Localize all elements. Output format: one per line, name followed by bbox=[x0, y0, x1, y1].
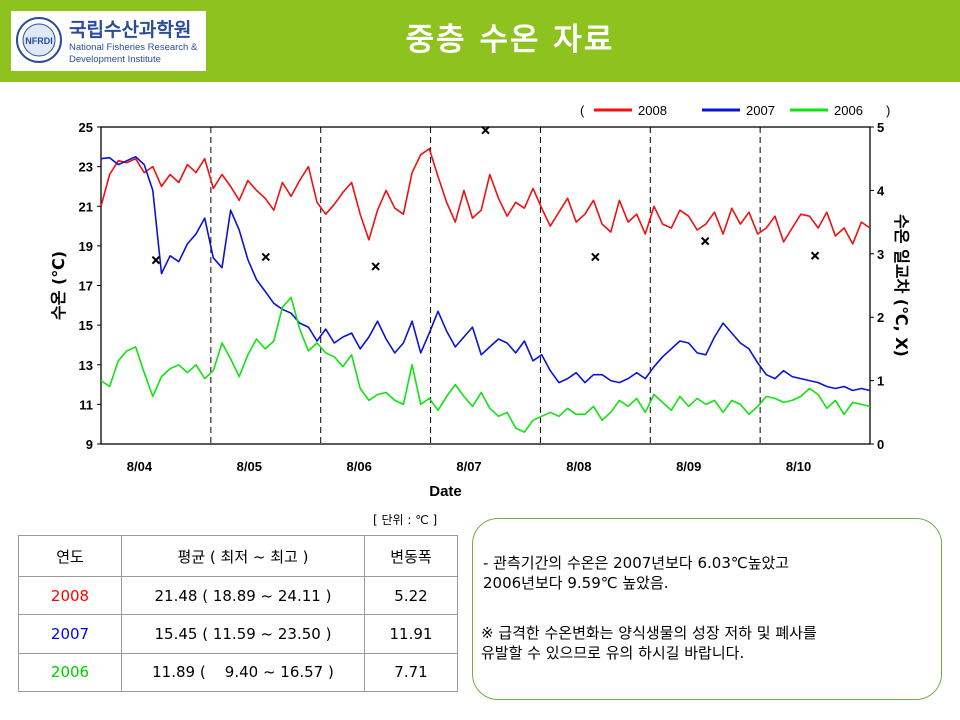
marker-stroke bbox=[810, 251, 820, 260]
stats-header-row: 연도 평균 ( 최저 ~ 최고 ) 변동폭 bbox=[18, 535, 458, 577]
header-average: 평균 ( 최저 ~ 최고 ) bbox=[121, 535, 365, 577]
institute-logo[interactable]: NFRDI 국립수산과학원 National Fisheries Researc… bbox=[11, 11, 206, 71]
right-tick-label: 5 bbox=[877, 120, 884, 135]
legend-label-2008: 2008 bbox=[638, 103, 667, 118]
row-range: 11.91 bbox=[364, 614, 458, 654]
notes-box: - 관측기간의 수온은 2007년보다 6.03℃높았고 2006년보다 9.5… bbox=[472, 518, 942, 700]
series-line-2008 bbox=[100, 148, 871, 245]
marker-stroke bbox=[701, 236, 710, 246]
header-range: 변동폭 bbox=[364, 535, 458, 577]
stats-table: 연도 평균 ( 최저 ~ 최고 ) 변동폭 2008 21.48 ( 18.89… bbox=[18, 535, 458, 693]
legend-label-2007: 2007 bbox=[746, 103, 775, 118]
x-tick-label: 8/06 bbox=[347, 459, 372, 474]
right-tick-label: 1 bbox=[877, 374, 884, 389]
x-axis-title: Date bbox=[429, 483, 462, 500]
daily-range-marker bbox=[261, 252, 270, 262]
x-tick-label: 8/05 bbox=[237, 459, 262, 474]
page-title: 중층 수온 자료 bbox=[405, 22, 615, 58]
header-year: 연도 bbox=[18, 535, 122, 577]
x-tick-label: 8/07 bbox=[456, 459, 481, 474]
daily-range-marker bbox=[371, 262, 380, 271]
left-tick-label: 17 bbox=[79, 279, 93, 294]
legend-close: ) bbox=[886, 103, 890, 118]
logo-english-line2: Development Institute bbox=[69, 54, 161, 65]
logo-korean-name: 국립수산과학원 bbox=[69, 19, 192, 41]
note-warning: ※ 급격한 수온변화는 양식생물의 성장 저하 및 폐사를 유발할 수 있으므로… bbox=[481, 624, 817, 662]
left-tick-label: 15 bbox=[79, 318, 93, 333]
unit-note: [ 단위 : ℃ ] bbox=[373, 513, 438, 527]
daily-range-marker bbox=[701, 236, 710, 246]
x-tick-label: 8/08 bbox=[566, 459, 591, 474]
legend-label-2006: 2006 bbox=[834, 103, 863, 118]
row-range: 5.22 bbox=[364, 575, 458, 616]
marker-stroke bbox=[481, 125, 490, 135]
x-tick-label: 8/04 bbox=[127, 459, 153, 474]
right-axis-title: 수온 일교차 (℃, X) bbox=[892, 214, 911, 357]
row-year: 2006 bbox=[18, 652, 122, 693]
left-tick-label: 13 bbox=[79, 358, 93, 373]
marker-stroke bbox=[261, 252, 270, 262]
daily-range-marker bbox=[481, 125, 490, 135]
left-axis-title: 수온 (℃) bbox=[49, 251, 68, 320]
daily-range-marker bbox=[151, 255, 161, 265]
daily-range-marker bbox=[591, 252, 600, 262]
marker-stroke bbox=[151, 255, 161, 265]
header-bar: NFRDI 국립수산과학원 National Fisheries Researc… bbox=[0, 0, 960, 82]
left-tick-label: 11 bbox=[79, 397, 93, 412]
logo-english-line1: National Fisheries Research & bbox=[69, 42, 198, 53]
left-tick-label: 9 bbox=[86, 437, 93, 452]
left-tick-label: 21 bbox=[79, 199, 93, 214]
right-tick-label: 4 bbox=[877, 183, 885, 198]
table-row: 2006 11.89 ( 9.40 ~ 16.57 ) 7.71 bbox=[18, 652, 458, 693]
row-year: 2007 bbox=[18, 614, 122, 654]
table-row: 2007 15.45 ( 11.59 ~ 23.50 ) 11.91 bbox=[18, 614, 458, 654]
marker-stroke bbox=[591, 252, 600, 262]
row-range: 7.71 bbox=[364, 652, 458, 693]
note-comparison: - 관측기간의 수온은 2007년보다 6.03℃높았고 2006년보다 9.5… bbox=[483, 554, 790, 592]
emblem-text: NFRDI bbox=[25, 36, 53, 46]
x-tick-label: 8/09 bbox=[676, 459, 701, 474]
emblem-icon: NFRDI bbox=[16, 17, 62, 63]
daily-range-marker bbox=[810, 251, 820, 260]
plot-frame bbox=[100, 126, 871, 445]
left-tick-label: 25 bbox=[79, 120, 93, 135]
left-tick-label: 19 bbox=[79, 239, 93, 254]
legend-open: ( bbox=[580, 103, 585, 118]
marker-stroke bbox=[371, 262, 380, 271]
right-tick-label: 3 bbox=[877, 247, 884, 262]
row-year: 2008 bbox=[18, 575, 122, 616]
right-tick-label: 2 bbox=[877, 310, 884, 325]
row-average: 15.45 ( 11.59 ~ 23.50 ) bbox=[121, 614, 365, 654]
series-line-2007 bbox=[100, 155, 871, 392]
left-tick-label: 23 bbox=[79, 160, 93, 175]
series-line-2006 bbox=[100, 296, 871, 433]
right-tick-label: 0 bbox=[877, 437, 884, 452]
x-tick-label: 8/10 bbox=[786, 459, 811, 474]
row-average: 21.48 ( 18.89 ~ 24.11 ) bbox=[121, 575, 365, 616]
row-average: 11.89 ( 9.40 ~ 16.57 ) bbox=[121, 652, 365, 693]
table-row: 2008 21.48 ( 18.89 ~ 24.11 ) 5.22 bbox=[18, 575, 458, 616]
